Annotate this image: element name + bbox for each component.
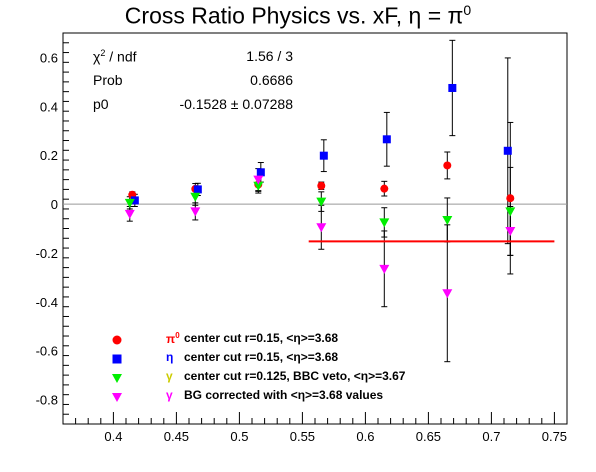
legend-symbol-eta: η bbox=[166, 350, 174, 364]
prob-label: Prob bbox=[93, 72, 123, 88]
data-point bbox=[380, 184, 389, 193]
data-point bbox=[442, 289, 453, 299]
legend-marker-eta bbox=[112, 354, 122, 364]
data-point bbox=[379, 264, 390, 274]
y-tick-label: -0.4 bbox=[36, 295, 58, 310]
data-point bbox=[506, 194, 515, 203]
legend-symbol-gamma: γ bbox=[166, 369, 173, 383]
data-point bbox=[256, 168, 265, 177]
legend-label-pi0: center cut r=0.15, <η>=3.68 bbox=[184, 331, 339, 345]
data-point bbox=[130, 196, 139, 205]
y-tick-label: -0.2 bbox=[36, 246, 58, 261]
stats-row-p0: p0 -0.1528 ± 0.07288 bbox=[93, 96, 293, 120]
chi2-symbol: χ bbox=[93, 48, 101, 65]
legend-symbol-bg: γ bbox=[166, 388, 173, 402]
x-tick-label: 0.4 bbox=[104, 429, 122, 444]
data-point bbox=[448, 83, 457, 92]
fit-stats-box: χ2 / ndf 1.56 / 3 Prob 0.6686 p0 -0.1528… bbox=[93, 48, 293, 120]
y-tick-label: 0.6 bbox=[40, 50, 58, 65]
x-tick-label: 0.65 bbox=[416, 429, 441, 444]
p0-value: -0.1528 ± 0.07288 bbox=[179, 96, 293, 112]
data-point bbox=[253, 175, 264, 185]
data-point bbox=[193, 185, 202, 194]
data-point bbox=[443, 161, 452, 170]
y-tick-label: -0.8 bbox=[36, 393, 58, 408]
chi2-value: 1.56 / 3 bbox=[246, 48, 293, 64]
x-tick-label: 0.55 bbox=[290, 429, 315, 444]
chi2-ndf: / ndf bbox=[105, 48, 137, 65]
chart-title-text: Cross Ratio Physics vs. xF, η = π bbox=[124, 2, 464, 29]
stats-row-prob: Prob 0.6686 bbox=[93, 72, 293, 96]
data-point bbox=[505, 207, 516, 217]
data-point bbox=[319, 151, 328, 160]
data-point bbox=[124, 198, 135, 208]
legend-symbol-pi0-text: π bbox=[166, 332, 176, 346]
x-tick-label: 0.5 bbox=[230, 429, 248, 444]
legend-marker-pi0 bbox=[112, 335, 122, 345]
chi2-label: χ2 / ndf bbox=[93, 48, 137, 65]
x-tick-label: 0.75 bbox=[542, 429, 567, 444]
data-point bbox=[503, 146, 512, 155]
x-tick-label: 0.45 bbox=[164, 429, 189, 444]
legend-marker-gamma bbox=[112, 374, 122, 383]
p0-label: p0 bbox=[93, 96, 109, 112]
legend-label-eta: center cut r=0.15, <η>=3.68 bbox=[184, 350, 339, 364]
prob-value: 0.6686 bbox=[250, 72, 293, 88]
x-tick-label: 0.6 bbox=[356, 429, 374, 444]
x-tick-label: 0.7 bbox=[482, 429, 500, 444]
data-point bbox=[379, 218, 390, 228]
y-tick-label: 0 bbox=[51, 197, 58, 212]
legend-marker-bg bbox=[112, 393, 122, 402]
data-point bbox=[316, 223, 327, 233]
y-tick-label: -0.6 bbox=[36, 344, 58, 359]
chi2-sup: 2 bbox=[100, 48, 106, 58]
y-tick-label: 0.4 bbox=[40, 99, 58, 114]
chart-title: Cross Ratio Physics vs. xF, η = π0 bbox=[0, 2, 596, 30]
data-point bbox=[190, 207, 201, 217]
data-point bbox=[505, 226, 516, 236]
data-point bbox=[253, 181, 264, 191]
data-point bbox=[382, 135, 391, 144]
legend-label-gamma: center cut r=0.125, BBC veto, <η>=3.67 bbox=[184, 369, 406, 383]
legend-label-bg: BG corrected with <η>=3.68 values bbox=[184, 388, 384, 402]
data-point bbox=[442, 215, 453, 225]
data-point bbox=[316, 197, 327, 207]
legend-symbol-pi0-sup: 0 bbox=[175, 331, 180, 340]
data-point bbox=[317, 181, 326, 190]
data-point bbox=[190, 192, 201, 202]
stats-row-chi2: χ2 / ndf 1.56 / 3 bbox=[93, 48, 293, 72]
chart-title-sup: 0 bbox=[463, 2, 472, 18]
data-point bbox=[124, 209, 135, 219]
legend-symbol-pi0: π0 bbox=[166, 331, 180, 346]
y-tick-label: 0.2 bbox=[40, 148, 58, 163]
